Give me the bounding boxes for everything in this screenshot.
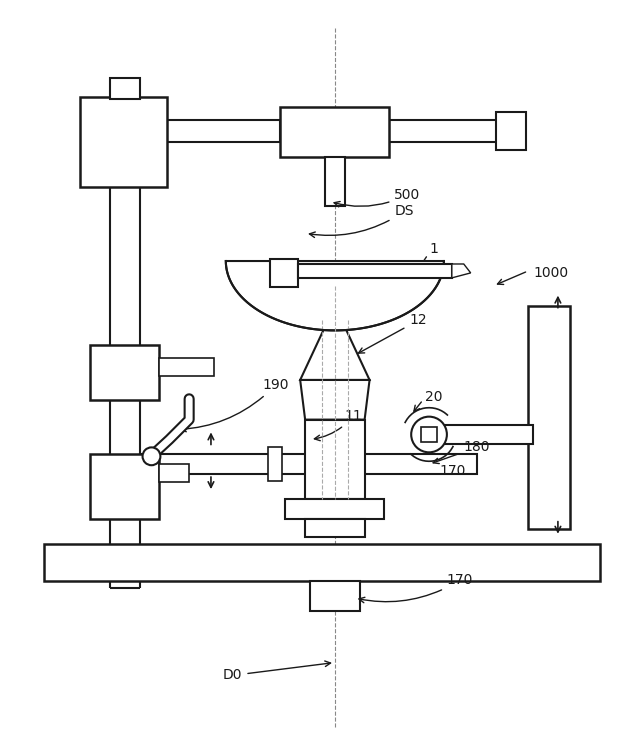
Bar [90,455,159,519]
Bar [80,97,167,187]
Bar [328,286,342,320]
Bar [305,519,365,537]
Text: 20: 20 [425,390,443,404]
Bar [497,112,526,150]
Bar [44,544,600,581]
Bar [166,120,280,142]
Text: 12: 12 [358,314,427,353]
Text: D0: D0 [223,661,331,682]
Bar [140,455,477,474]
Polygon shape [300,380,369,420]
Text: 500: 500 [334,188,420,207]
Bar [285,499,385,519]
Bar [310,581,360,611]
Bar [528,305,570,529]
Bar [389,120,499,142]
Bar [305,420,365,499]
Polygon shape [226,261,444,330]
Bar [298,264,452,278]
Text: 1: 1 [423,242,438,262]
Bar [110,78,140,100]
Polygon shape [452,264,470,278]
Bar [271,259,298,287]
Bar [268,447,282,481]
Bar [429,425,533,444]
Bar [421,427,437,443]
Text: 180: 180 [433,440,490,464]
Circle shape [412,417,447,452]
Bar [159,358,214,376]
Bar [90,345,159,400]
Bar [159,464,189,482]
Circle shape [143,447,161,465]
Bar [325,157,345,207]
Bar [280,107,389,157]
Text: 11: 11 [314,409,362,440]
Text: DS: DS [309,204,414,238]
Text: 1000: 1000 [533,266,568,280]
Text: 190: 190 [180,378,289,432]
Polygon shape [300,320,369,380]
Text: 170: 170 [359,573,473,602]
Text: 170: 170 [439,464,465,478]
